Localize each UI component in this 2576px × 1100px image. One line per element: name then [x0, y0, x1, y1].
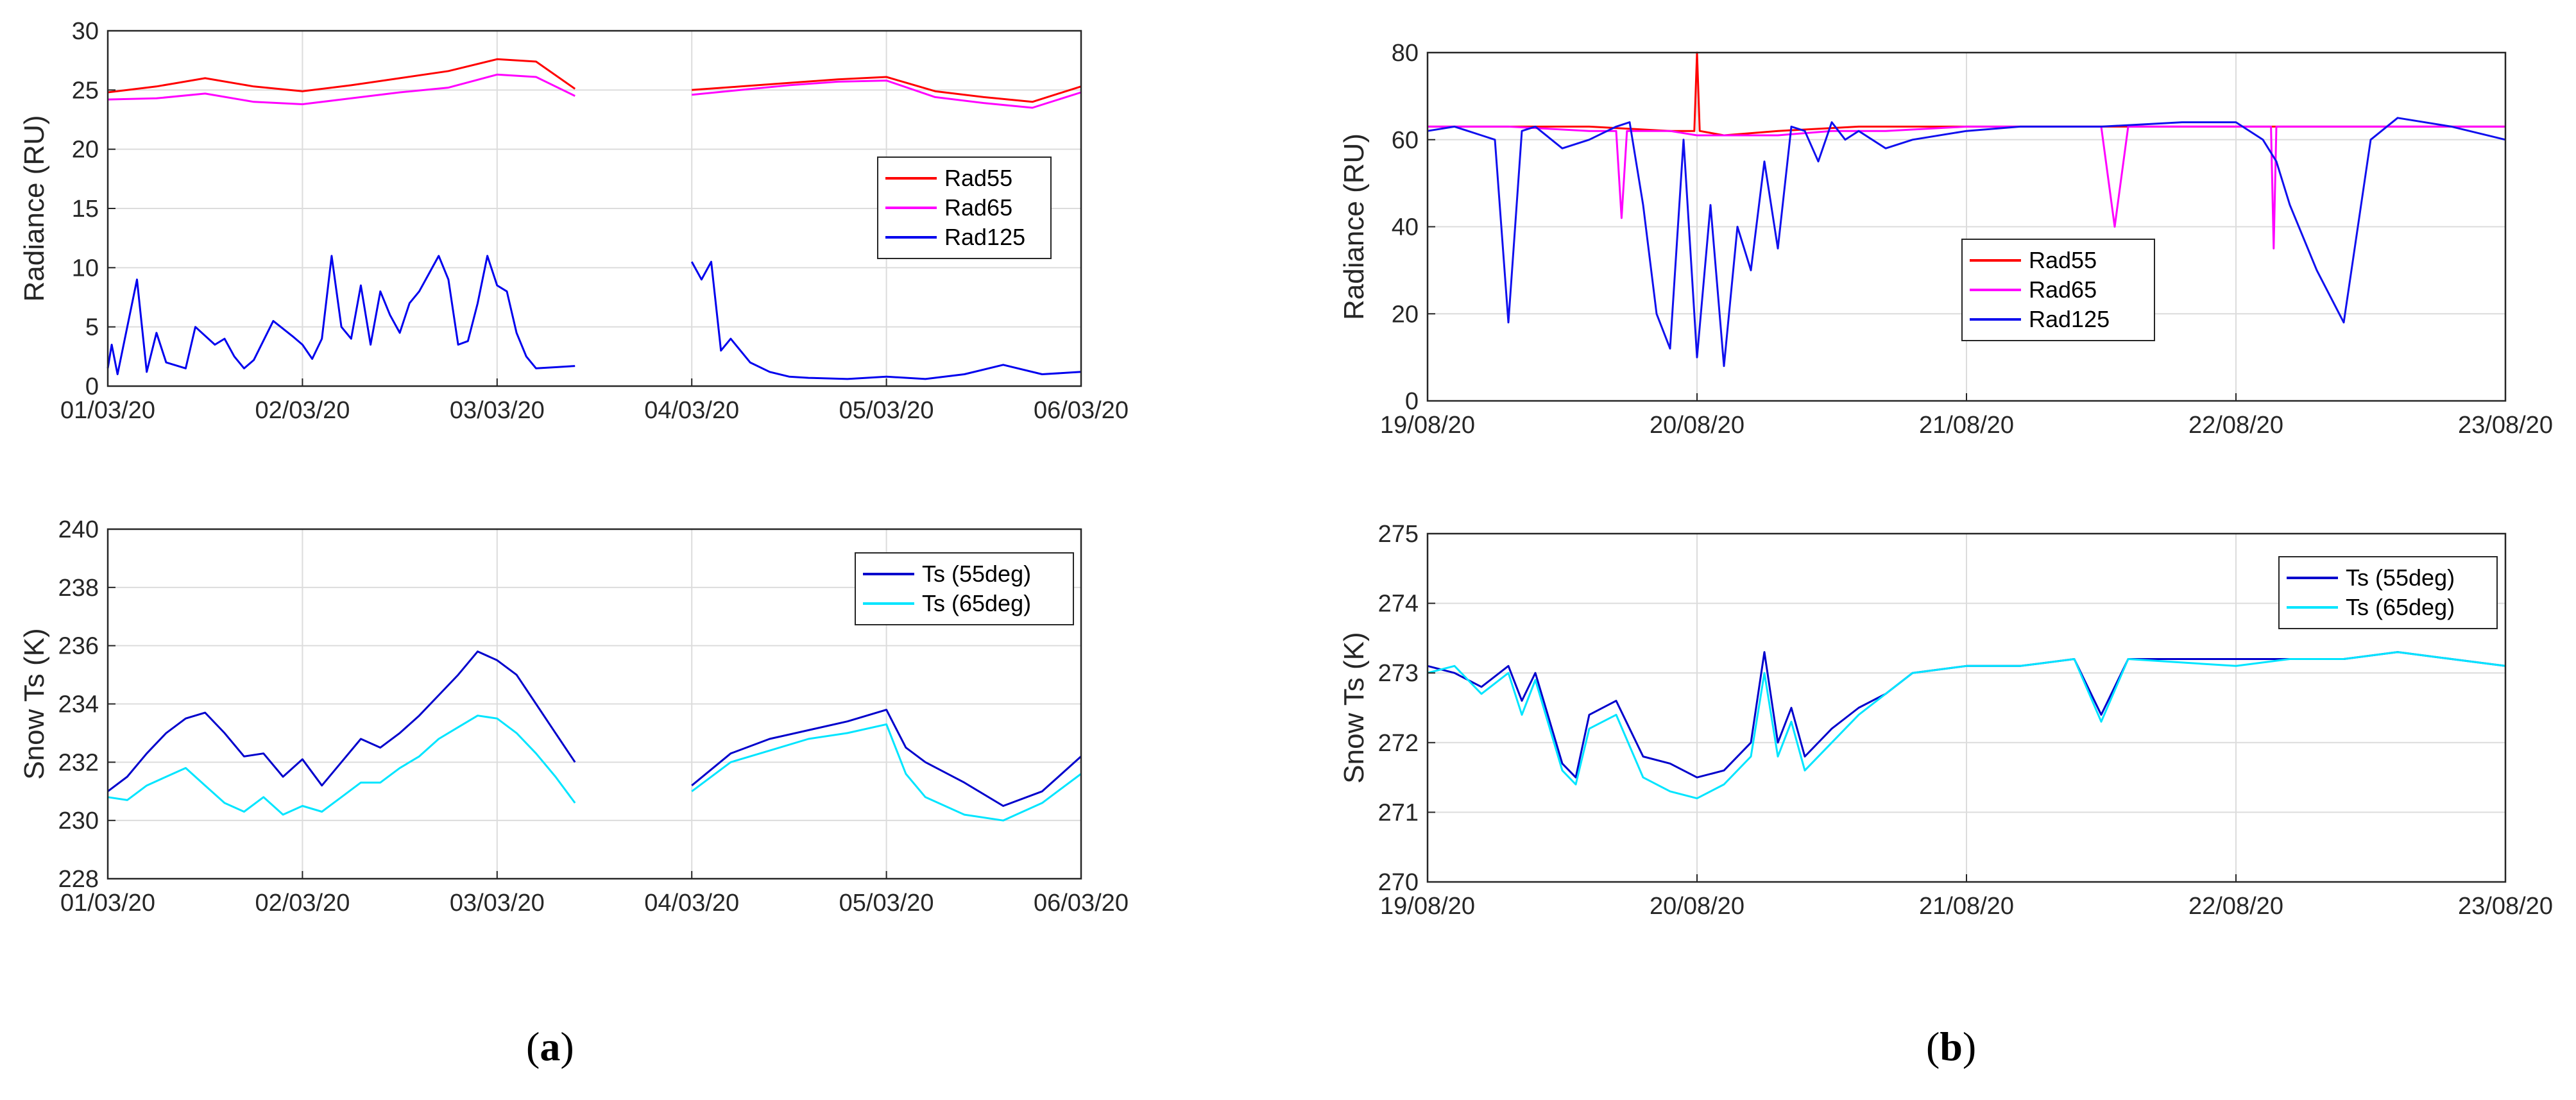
- x-tick-label: 19/08/20: [1380, 893, 1475, 920]
- y-tick-label: 238: [58, 575, 99, 602]
- x-tick-label: 21/08/20: [1919, 893, 2014, 920]
- x-tick-label: 21/08/20: [1919, 412, 2014, 439]
- y-tick-label: 30: [72, 18, 99, 45]
- series-line-0: [107, 650, 576, 792]
- y-tick-label: 80: [1392, 40, 1419, 67]
- y-tick-label: 271: [1378, 799, 1419, 826]
- y-tick-label: 234: [58, 691, 99, 718]
- x-tick-label: 02/03/20: [255, 397, 350, 424]
- x-tick-label: 03/03/20: [450, 397, 545, 424]
- panel-label-b: (b): [1926, 1024, 1977, 1069]
- y-tick-label: 0: [85, 373, 99, 400]
- series-line-1: [107, 715, 576, 816]
- series-line-1: [691, 723, 1082, 822]
- series-line-0: [1427, 651, 2506, 779]
- legend-label-1: Rad65: [944, 194, 1012, 221]
- series-line-1: [1428, 125, 2505, 250]
- x-tick-label: 06/03/20: [1034, 890, 1129, 917]
- y-axis-label: Snow Ts (K): [1338, 632, 1370, 783]
- panel-label-a: (a): [526, 1024, 574, 1069]
- series-line-2: [107, 255, 576, 375]
- y-tick-label: 275: [1378, 521, 1419, 548]
- x-tick-label: 02/03/20: [255, 890, 350, 917]
- chart-a-bottom: 01/03/20 02/03/20 03/03/20 04/03/20 05/03/20…: [19, 516, 1129, 917]
- x-tick-label: 20/08/20: [1650, 893, 1744, 920]
- x-tick-label: 19/08/20: [1380, 412, 1475, 439]
- y-tick-label: 15: [72, 196, 99, 223]
- series-line-0: [691, 709, 1082, 807]
- series-line-0: [107, 58, 576, 94]
- legend-label-0: Ts (55deg): [922, 561, 1031, 587]
- x-tick-label: 05/03/20: [839, 397, 934, 424]
- series-line-0: [692, 76, 1082, 103]
- legend-label-1: Ts (65deg): [922, 590, 1031, 616]
- y-tick-label: 272: [1378, 730, 1419, 757]
- y-axis-label: Snow Ts (K): [19, 628, 50, 779]
- x-tick-label: 03/03/20: [450, 890, 545, 917]
- x-tick-label: 04/03/20: [644, 397, 739, 424]
- y-tick-label: 228: [58, 866, 99, 893]
- x-tick-label: 22/08/20: [2188, 893, 2283, 920]
- legend-label-0: Ts (55deg): [2346, 564, 2455, 591]
- legend-label-0: Rad55: [2029, 247, 2097, 273]
- legend-label-0: Rad55: [944, 165, 1012, 191]
- legend-box: [2278, 556, 2498, 629]
- legend-label-2: Rad125: [944, 224, 1025, 250]
- y-tick-label: 273: [1378, 660, 1419, 687]
- x-tick-label: 06/03/20: [1034, 397, 1129, 424]
- legend-box: [855, 552, 1074, 625]
- series-line-1: [692, 80, 1082, 109]
- x-tick-label: 23/08/20: [2458, 893, 2553, 920]
- y-tick-label: 240: [58, 516, 99, 543]
- y-tick-label: 274: [1378, 591, 1419, 618]
- series-line-1: [1427, 651, 2506, 800]
- x-tick-label: 23/08/20: [2458, 412, 2553, 439]
- y-tick-label: 20: [1392, 301, 1419, 328]
- x-tick-label: 05/03/20: [839, 890, 934, 917]
- x-tick-label: 01/03/20: [60, 397, 155, 424]
- chart-a-top: 01/03/20 02/03/20 03/03/20 04/03/20 05/03/20…: [19, 18, 1129, 424]
- y-axis-label: Radiance (RU): [19, 115, 50, 302]
- legend-label-1: Ts (65deg): [2346, 594, 2455, 620]
- y-tick-label: 25: [72, 77, 99, 104]
- y-tick-label: 270: [1378, 869, 1419, 896]
- x-tick-label: 04/03/20: [644, 890, 739, 917]
- y-tick-label: 20: [72, 137, 99, 164]
- x-tick-label: 01/03/20: [60, 890, 155, 917]
- series-line-2: [1427, 117, 2506, 368]
- legend-label-2: Rad125: [2029, 306, 2110, 332]
- series-line-2: [690, 260, 1082, 380]
- y-tick-label: 10: [72, 255, 99, 282]
- chart-b-bottom: 19/08/20 20/08/20 21/08/20 22/08/20 23/08/20…: [1338, 521, 2553, 920]
- x-tick-label: 20/08/20: [1650, 412, 1744, 439]
- legend-label-1: Rad65: [2029, 276, 2097, 303]
- x-tick-label: 22/08/20: [2188, 412, 2283, 439]
- y-tick-label: 236: [58, 633, 99, 660]
- series-line-1: [107, 73, 576, 105]
- chart-b-top: 19/08/20 20/08/20 21/08/20 22/08/20 23/08/20…: [1338, 40, 2553, 439]
- y-axis-label: Radiance (RU): [1338, 133, 1370, 320]
- y-tick-label: 5: [85, 314, 99, 341]
- y-tick-label: 232: [58, 749, 99, 776]
- y-tick-label: 0: [1405, 388, 1419, 415]
- y-tick-label: 60: [1392, 127, 1419, 154]
- y-tick-label: 230: [58, 808, 99, 834]
- y-tick-label: 40: [1392, 214, 1419, 241]
